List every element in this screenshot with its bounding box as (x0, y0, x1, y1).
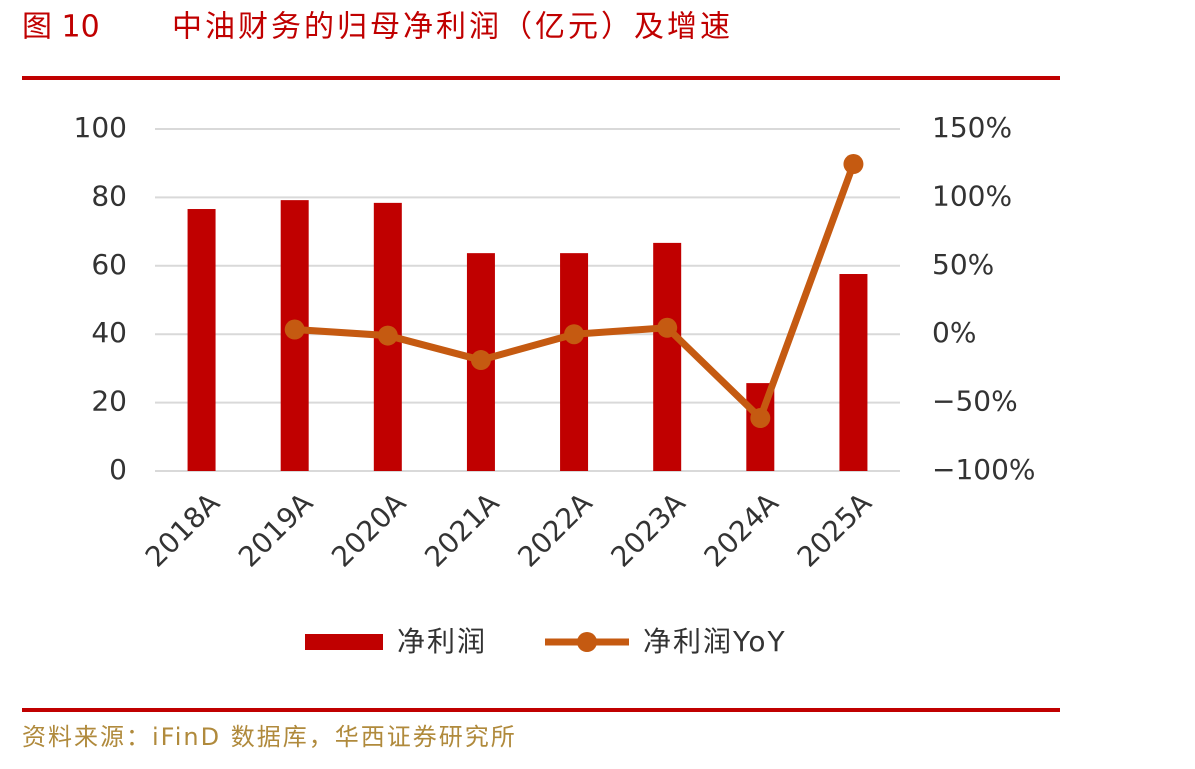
line-marker (284, 319, 305, 340)
y2-tick-label: 150% (932, 111, 1012, 144)
bar (187, 209, 216, 471)
footer-rule (22, 708, 1060, 712)
y-tick-label: 20 (91, 385, 127, 418)
source-note: 资料来源：iFinD 数据库，华西证券研究所 (22, 723, 517, 751)
legend-swatch-marker (577, 632, 597, 652)
legend-label: 净利润 (397, 625, 487, 658)
line-marker (657, 317, 678, 338)
x-tick-label: 2020A (325, 486, 412, 573)
x-tick-label: 2023A (605, 486, 692, 573)
line-marker (470, 350, 491, 371)
line-marker (843, 154, 864, 175)
bar (653, 242, 682, 471)
y-tick-label: 40 (91, 316, 127, 349)
x-tick-label: 2019A (232, 486, 319, 573)
legend-swatch (305, 634, 383, 650)
x-tick-label: 2025A (791, 486, 878, 573)
x-tick-label: 2024A (698, 486, 785, 573)
y2-tick-label: 0% (932, 316, 976, 349)
chart-title: 中油财务的归母净利润（亿元）及增速 (172, 10, 733, 45)
y2-tick-label: 50% (932, 248, 994, 281)
line-marker (750, 408, 771, 429)
line-marker (377, 325, 398, 346)
x-tick-label: 2018A (139, 486, 226, 573)
figure-label: 图 10 (22, 10, 100, 45)
y2-tick-label: −100% (932, 453, 1036, 486)
line-marker (564, 324, 585, 345)
bar (839, 274, 868, 471)
y-tick-label: 100 (74, 111, 127, 144)
y-tick-label: 60 (91, 248, 127, 281)
x-tick-label: 2022A (511, 486, 598, 573)
header-rule (22, 76, 1060, 80)
y2-tick-label: −50% (932, 385, 1018, 418)
x-tick-label: 2021A (418, 486, 505, 573)
legend-label: 净利润YoY (643, 625, 787, 658)
y-tick-label: 0 (109, 453, 127, 486)
bar (560, 253, 589, 471)
y-tick-label: 80 (91, 179, 127, 212)
y2-tick-label: 100% (932, 179, 1012, 212)
